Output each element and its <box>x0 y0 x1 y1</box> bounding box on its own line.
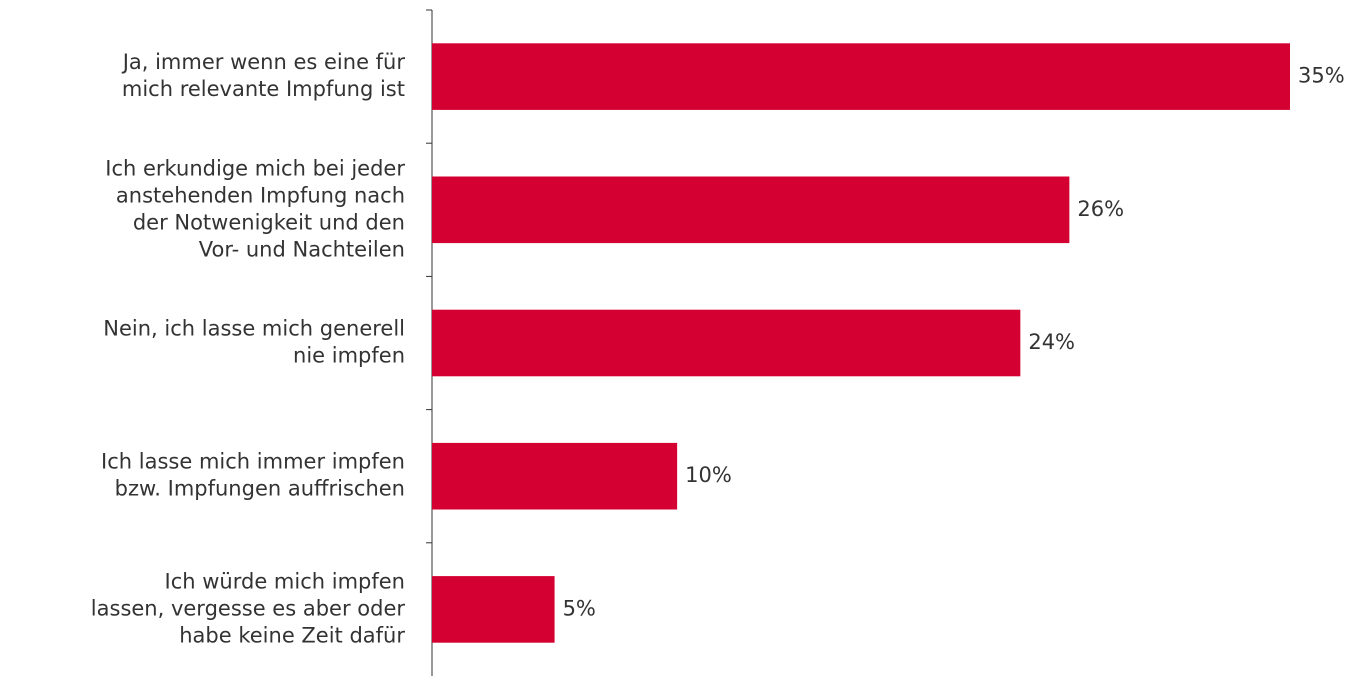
category-label: Ich lasse mich immer impfen <box>101 450 405 474</box>
category-label: anstehenden Impfung nach <box>116 183 405 207</box>
bar <box>432 576 555 643</box>
bar <box>432 176 1070 244</box>
value-label: 5% <box>563 596 596 620</box>
category-label: mich relevante Impfung ist <box>122 77 405 101</box>
category-label: Vor- und Nachteilen <box>199 237 405 261</box>
category-label: Ich erkundige mich bei jeder <box>105 156 405 180</box>
value-label: 26% <box>1077 197 1124 221</box>
category-label: Nein, ich lasse mich generell <box>103 317 405 341</box>
bar <box>432 309 1021 377</box>
value-label: 24% <box>1028 330 1075 354</box>
bar <box>432 43 1290 110</box>
value-label: 10% <box>685 463 732 487</box>
category-label: habe keine Zeit dafür <box>179 623 405 647</box>
category-label: Ich würde mich impfen <box>165 569 405 593</box>
category-label: der Notwenigkeit und den <box>133 210 405 234</box>
bar <box>432 442 678 510</box>
category-label: Ja, immer wenn es eine für <box>121 50 406 74</box>
category-label: nie impfen <box>293 344 405 368</box>
category-label: bzw. Impfungen auffrischen <box>115 477 405 501</box>
value-label: 35% <box>1298 64 1345 88</box>
category-label: lassen, vergesse es aber oder <box>91 596 406 620</box>
